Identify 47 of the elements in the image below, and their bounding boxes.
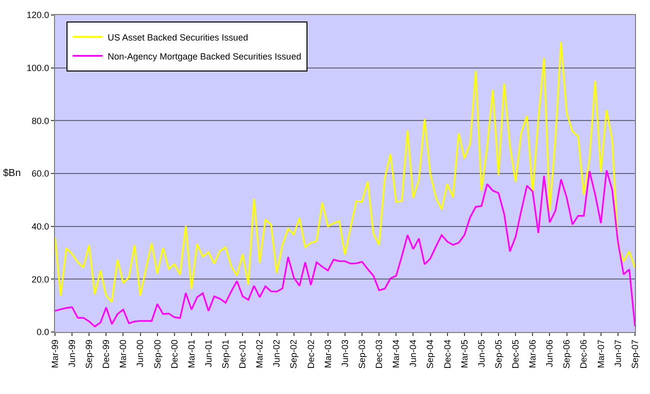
x-tick-label: Mar-99	[50, 340, 60, 368]
x-tick-label: Dec-99	[101, 340, 112, 369]
x-tick-label: Sep-02	[288, 340, 299, 369]
x-tick-label: Sep-01	[220, 340, 231, 369]
x-tick-label: Jun-02	[272, 340, 282, 368]
x-tick-label: Jun-07	[612, 340, 623, 368]
x-tick-label: Sep-03	[356, 340, 367, 369]
x-tick-label: Mar-04	[391, 340, 402, 368]
x-tick-label: Jun-03	[340, 340, 350, 368]
x-tick-label: Mar-07	[596, 340, 606, 368]
x-tick-label: Mar-06	[528, 340, 538, 368]
x-tick-label: Dec-02	[306, 340, 316, 369]
x-tick-label: Jun-99	[66, 340, 77, 368]
y-tick-label: 120.0	[26, 10, 50, 20]
x-tick-label: Mar-03	[322, 340, 333, 368]
x-tick-label: Mar-01	[186, 340, 196, 368]
x-tick-label: Jun-06	[544, 340, 555, 368]
y-tick-label: 60.0	[32, 168, 50, 179]
y-tick-label: 80.0	[32, 116, 50, 126]
legend-label: Non-Agency Mortgage Backed Securities Issued	[108, 51, 302, 62]
x-tick-label: Jun-00	[135, 340, 146, 368]
x-tick-label: Sep-07	[630, 340, 640, 369]
x-tick-label: Mar-05	[459, 340, 470, 368]
legend-label: US Asset Backed Securities Issued	[108, 32, 248, 42]
x-tick-label: Mar-00	[118, 340, 128, 368]
x-tick-label: Sep-04	[425, 340, 436, 369]
line-series	[55, 170, 635, 328]
x-tick-label: Dec-05	[510, 340, 521, 369]
y-axis-title: $Bn	[3, 168, 21, 179]
x-tick-label: Dec-00	[169, 340, 180, 369]
x-tick-label: Sep-00	[152, 340, 162, 369]
x-tick-label: Jun-01	[203, 340, 214, 368]
x-tick-label: Sep-05	[493, 340, 504, 369]
x-tick-label: Sep-06	[562, 340, 572, 369]
y-tick-label: 0.0	[36, 327, 50, 338]
y-tick-label: 100.0	[26, 62, 50, 73]
x-tick-label: Jun-05	[476, 340, 486, 368]
line-series	[55, 41, 635, 303]
x-tick-label: Dec-06	[578, 340, 589, 369]
x-tick-label: Sep-99	[84, 340, 94, 369]
y-tick-label: 20.0	[32, 274, 50, 284]
x-tick-label: Dec-01	[238, 340, 248, 369]
x-tick-label: Jun-04	[408, 340, 418, 368]
x-tick-label: Mar-02	[254, 340, 265, 368]
y-tick-label: 40.0	[32, 221, 50, 232]
x-tick-label: Dec-03	[374, 340, 384, 369]
x-tick-label: Dec-04	[442, 340, 452, 369]
